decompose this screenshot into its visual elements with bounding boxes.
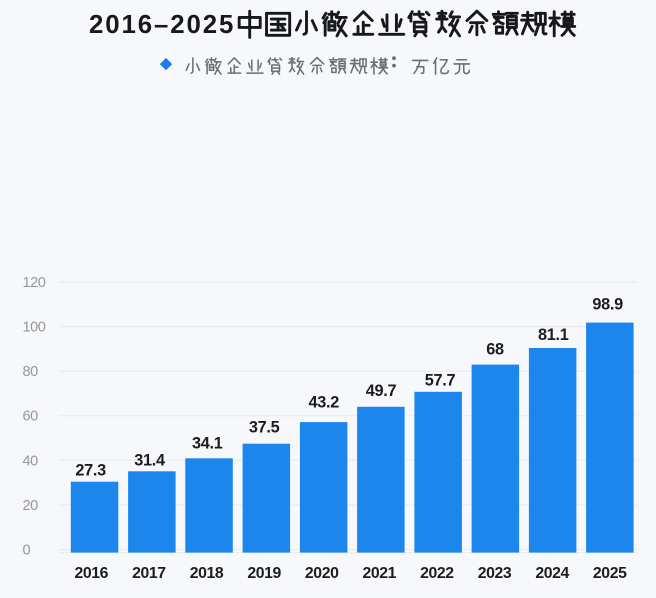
svg-text:2024: 2024 xyxy=(535,565,569,582)
svg-text:98.9: 98.9 xyxy=(592,295,623,313)
svg-text:2020: 2020 xyxy=(305,565,339,582)
svg-text:2022: 2022 xyxy=(420,565,454,582)
svg-text:2017: 2017 xyxy=(132,565,166,582)
svg-text:37.5: 37.5 xyxy=(249,419,280,437)
svg-text:0: 0 xyxy=(23,543,31,559)
svg-text:68: 68 xyxy=(486,340,504,358)
svg-text:43.2: 43.2 xyxy=(309,393,340,411)
svg-text:81.1: 81.1 xyxy=(538,326,569,344)
svg-text:49.7: 49.7 xyxy=(366,382,397,400)
svg-text:2019: 2019 xyxy=(247,565,281,582)
svg-text:2025: 2025 xyxy=(593,565,627,582)
svg-text:57.7: 57.7 xyxy=(425,371,456,389)
svg-text:40: 40 xyxy=(23,453,39,469)
svg-text:34.1: 34.1 xyxy=(192,435,223,453)
svg-text:60: 60 xyxy=(23,409,39,425)
svg-text:2018: 2018 xyxy=(190,565,224,582)
svg-text:31.4: 31.4 xyxy=(134,451,165,469)
svg-text:27.3: 27.3 xyxy=(75,462,106,480)
svg-text:120: 120 xyxy=(23,275,46,291)
svg-text:2021: 2021 xyxy=(363,565,397,582)
svg-text:80: 80 xyxy=(23,364,39,380)
svg-text:2023: 2023 xyxy=(478,565,512,582)
svg-text:2016–2025: 2016–2025 xyxy=(89,11,235,39)
svg-text:100: 100 xyxy=(23,320,46,336)
svg-text:2016: 2016 xyxy=(75,565,109,582)
svg-text:20: 20 xyxy=(23,498,39,514)
